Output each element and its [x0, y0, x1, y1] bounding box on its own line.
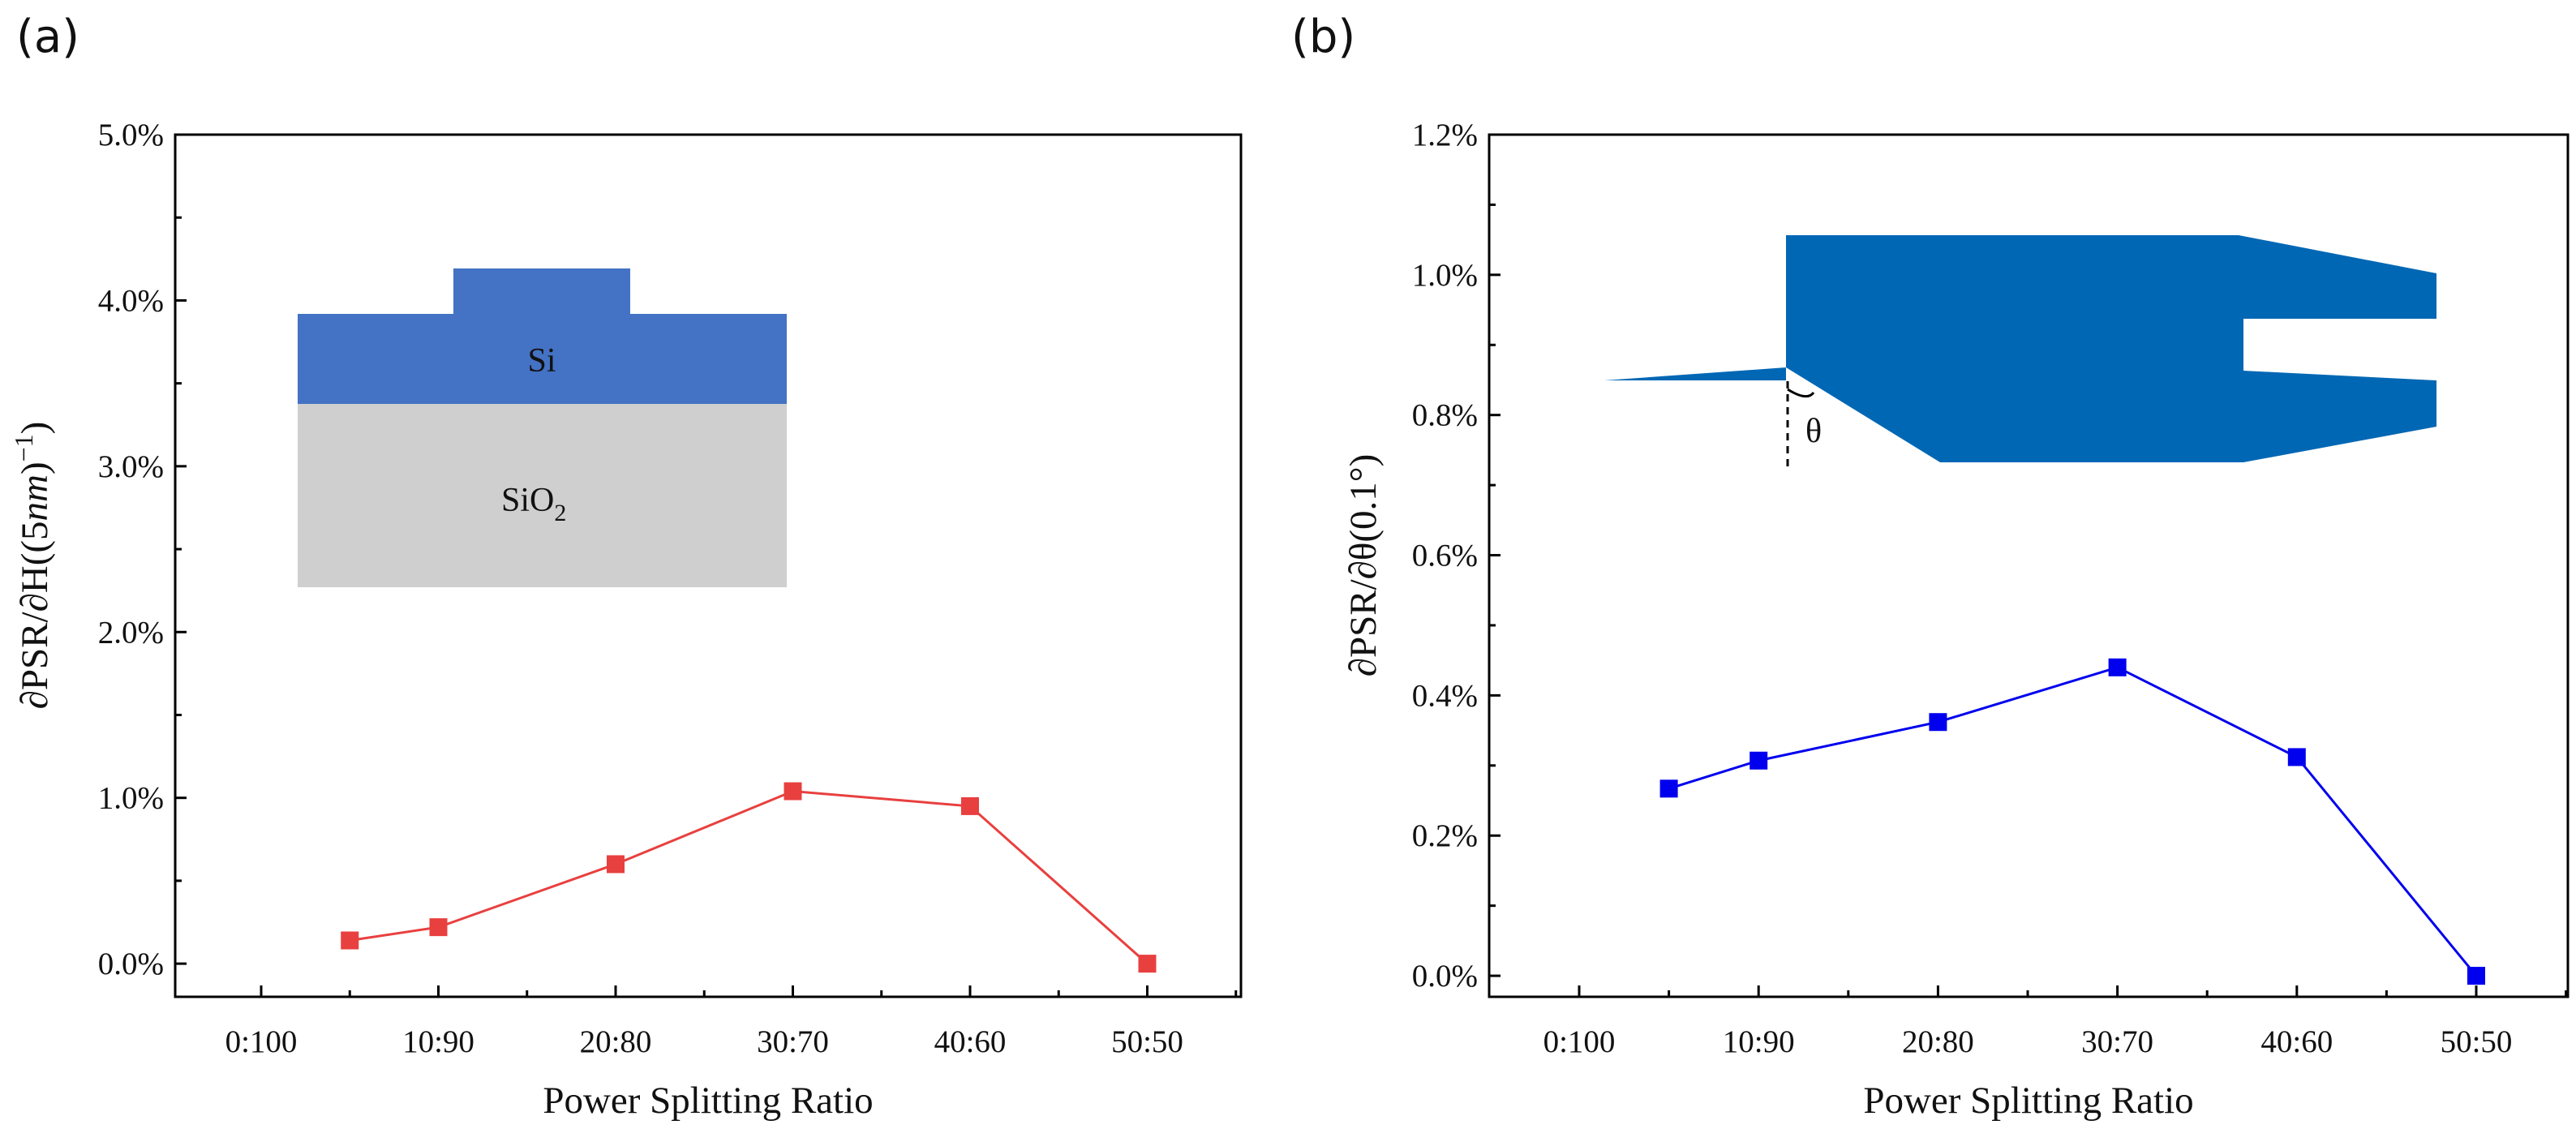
chart-b-xtick-label: 40:60 [2260, 1024, 2333, 1059]
chart-a: 0.0% 1.0% 2.0% 3.0% 4.0% 5.0% 0:100 10:90 20:80 3… [9, 118, 1243, 1122]
chart-b-series [1659, 658, 2485, 985]
panel-label-b: (b) [1291, 11, 1355, 63]
chart-a-data-point [341, 931, 359, 950]
splitter-waveguide-shape [1604, 235, 2436, 462]
chart-a-ytick-label: 4.0% [98, 283, 164, 318]
chart-b-data-point [2108, 658, 2127, 676]
chart-a-data-point [961, 796, 979, 815]
sio2-label-subscript: 2 [554, 500, 566, 526]
chart-b-ytick-label: 0.6% [1412, 539, 1478, 573]
chart-b-xtick-label: 10:90 [1723, 1024, 1795, 1059]
sio2-layer [298, 403, 787, 587]
sio2-label: SiO2 [501, 482, 566, 526]
chart-b-data-point [2287, 748, 2306, 766]
chart-a-ytick-label: 5.0% [98, 118, 164, 152]
chart-a-ytick-label: 3.0% [98, 449, 164, 484]
angle-theta-label: θ [1805, 413, 1822, 450]
chart-b-ytick-label: 0.4% [1412, 678, 1478, 713]
chart-a-data-point [607, 855, 625, 874]
chart-a-xlabel: Power Splitting Ratio [543, 1080, 873, 1122]
chart-a-series [341, 782, 1157, 973]
chart-b-xtick-label: 30:70 [2081, 1024, 2153, 1059]
chart-b-ytick-label: 1.0% [1412, 258, 1478, 293]
chart-b-series-line [1668, 666, 2478, 977]
ylabel-a-main: ∂PSR/∂H((5 [14, 521, 56, 709]
ylabel-a-italic: nm [14, 474, 56, 521]
chart-b-ytick-label: 0.2% [1412, 818, 1478, 853]
si-label: Si [527, 342, 556, 380]
chart-a-xtick-label: 20:80 [580, 1024, 652, 1059]
chart-a-xtick-label: 50:50 [1111, 1024, 1183, 1059]
ylabel-a-sup: −1 [9, 434, 38, 462]
chart-a-ytick-label: 2.0% [98, 615, 164, 650]
chart-a-data-point [784, 782, 802, 801]
chart-b-xtick-label: 50:50 [2441, 1024, 2513, 1059]
chart-b-ytick-label: 0.8% [1412, 398, 1478, 433]
ylabel-a-tail: ) [14, 462, 56, 474]
chart-b-ytick-label: 1.2% [1412, 118, 1478, 152]
chart-b-data-point [1929, 713, 1947, 732]
panel-label-a: (a) [16, 11, 79, 63]
sio2-label-main: SiO [501, 482, 554, 519]
chart-a-ylabel: ∂PSR/∂H((5nm)−1) [9, 422, 56, 710]
chart-a-xtick-label: 0:100 [225, 1024, 298, 1059]
chart-b-ytick-label: 0.0% [1412, 959, 1478, 994]
chart-a-xtick-label: 10:90 [402, 1024, 474, 1059]
si-rib [453, 268, 630, 316]
chart-b-data-point [2467, 967, 2485, 985]
chart-a-plot-frame [174, 133, 1243, 998]
chart-b-data-point [1659, 779, 1678, 798]
chart-a-data-point [1138, 955, 1157, 973]
chart-a-data-point [429, 918, 448, 937]
chart-b-xtick-label: 0:100 [1543, 1024, 1616, 1059]
chart-b: 0.0% 0.2% 0.4% 0.6% 0.8% 1.0% 1.2% 0:100 10:90 20… [1342, 118, 2570, 1122]
chart-b-xtick-label: 20:80 [1902, 1024, 1974, 1059]
chart-a-ytick-label: 0.0% [98, 947, 164, 981]
chart-a-ticks: 0.0% 1.0% 2.0% 3.0% 4.0% 5.0% 0:100 10:90 20:80 3… [98, 118, 1238, 1059]
chart-a-xtick-label: 40:60 [934, 1024, 1007, 1059]
chart-b-xlabel: Power Splitting Ratio [1863, 1080, 2193, 1122]
si-slab-layer [298, 314, 787, 404]
chart-a-inset-cross-section: Si SiO2 [298, 268, 787, 587]
chart-a-ytick-label: 1.0% [98, 781, 164, 816]
chart-b-data-point [1750, 751, 1768, 770]
ylabel-a-close: ) [14, 422, 56, 435]
chart-b-inset-splitter: θ [1604, 235, 2436, 466]
chart-a-series-line [350, 789, 1148, 965]
chart-b-ticks: 0.0% 0.2% 0.4% 0.6% 0.8% 1.0% 1.2% 0:100 10:90 20… [1412, 118, 2568, 1059]
angle-arc [1787, 388, 1815, 398]
chart-b-ylabel: ∂PSR/∂θ(0.1°) [1342, 454, 1385, 677]
chart-a-xtick-label: 30:70 [757, 1024, 829, 1059]
